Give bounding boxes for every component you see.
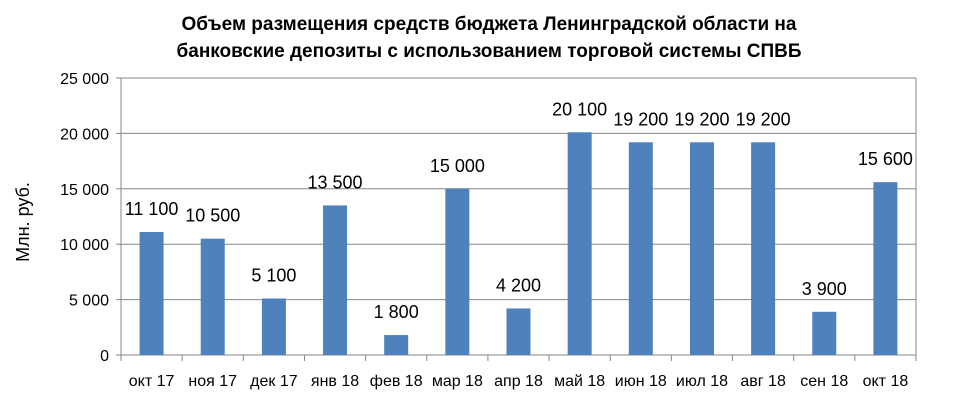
bar (261, 298, 286, 355)
y-tick-label: 10 000 (60, 237, 109, 254)
y-axis-label: Млн. руб. (13, 182, 33, 262)
bar (567, 132, 592, 355)
x-category-label: окт 17 (129, 373, 175, 390)
bar (812, 311, 837, 355)
x-category-label: сен 18 (800, 373, 848, 390)
x-category-label: июл 18 (676, 373, 728, 390)
x-category-label: ноя 17 (188, 373, 237, 390)
bar-value-label: 15 000 (430, 156, 485, 176)
bar-value-label: 13 500 (308, 172, 363, 192)
x-category-label: окт 18 (863, 373, 909, 390)
bar (506, 308, 531, 355)
bar (323, 205, 348, 355)
bar-value-label: 15 600 (858, 149, 913, 169)
bar-value-label: 5 100 (251, 265, 296, 285)
bar-value-label: 19 200 (674, 109, 729, 129)
x-category-label: дек 17 (250, 373, 298, 390)
x-category-label: авг 18 (740, 373, 786, 390)
x-category-label: янв 18 (311, 373, 359, 390)
bar (873, 182, 898, 355)
chart-title-line-2: банковские депозиты с использованием тор… (177, 41, 802, 62)
bars (139, 132, 898, 355)
y-tick-label: 0 (100, 348, 109, 365)
bar-value-label: 1 800 (374, 302, 419, 322)
bar-value-label: 4 200 (496, 275, 541, 295)
gridlines (116, 77, 917, 361)
bar-value-label: 19 200 (613, 109, 668, 129)
chart-title-line-1: Объем размещения средств бюджета Ленингр… (182, 14, 797, 35)
bar (445, 188, 470, 355)
y-tick-label: 20 000 (60, 126, 109, 143)
data-labels: 11 100 10 500 5 100 13 500 1 800 15 000 4 200 2… (125, 99, 913, 322)
x-category-label: апр 18 (494, 373, 543, 390)
y-tick-label: 25 000 (60, 71, 109, 88)
bar-value-label: 20 100 (552, 99, 607, 119)
bar-value-label: 10 500 (185, 206, 240, 226)
y-tick-label: 15 000 (60, 182, 109, 199)
bar (628, 142, 653, 355)
bar-value-label: 19 200 (736, 109, 791, 129)
bar (139, 232, 164, 355)
x-category-label: июн 18 (615, 373, 667, 390)
bar (689, 142, 714, 355)
bar (384, 335, 409, 355)
x-category-label: фев 18 (370, 373, 423, 390)
bar-value-label: 3 900 (802, 279, 847, 299)
x-category-label: мар 18 (432, 373, 483, 390)
y-axis-ticks: 0 5 000 10 000 15 000 20 000 25 000 (60, 71, 109, 365)
y-tick-label: 5 000 (69, 293, 109, 310)
bar (200, 238, 225, 355)
bar (751, 142, 776, 355)
x-category-label: май 18 (554, 373, 605, 390)
x-axis-categories: окт 17 ноя 17 дек 17 янв 18 фев 18 мар 18 апр … (129, 373, 909, 390)
bar-value-label: 11 100 (125, 199, 179, 219)
